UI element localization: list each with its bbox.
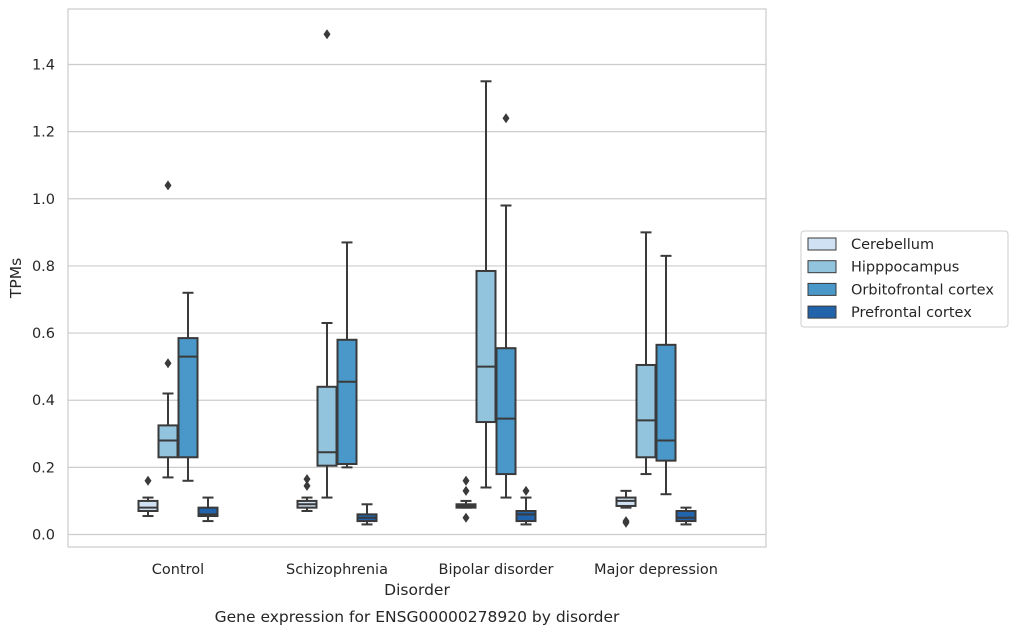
y-tick-label: 1.2 <box>32 125 55 141</box>
box-plot-element <box>336 241 358 469</box>
box-plot-element <box>615 489 637 528</box>
x-tick-label: Control <box>152 562 204 578</box>
outlier-point <box>522 485 530 496</box>
box-plot-element <box>495 113 517 499</box>
outlier-point <box>462 475 470 486</box>
box-plot-element <box>655 254 677 496</box>
iqr-box <box>675 510 697 523</box>
x-tick-label: Schizophrenia <box>286 562 388 578</box>
box-plot-element <box>475 80 497 489</box>
grid-lines <box>68 63 766 536</box>
legend-swatch <box>807 237 837 251</box>
iqr-box <box>655 343 677 462</box>
y-tick-label: 1.4 <box>32 58 55 74</box>
y-tick-label: 0.2 <box>32 460 55 476</box>
legend-item: Orbitofrontal cortex <box>807 282 994 298</box>
plot-frame <box>67 8 767 548</box>
box-plot-element <box>356 503 378 526</box>
legend-label: Orbitofrontal cortex <box>851 282 994 298</box>
box-plot-element <box>177 291 199 482</box>
x-tick-label: Major depression <box>594 562 718 578</box>
legend: Cerebellum Hipppocampus Orbitofrontal cort… <box>800 230 1009 328</box>
iqr-box <box>515 510 537 523</box>
legend-swatch <box>807 282 837 296</box>
box-plot-element <box>515 485 537 526</box>
box-plot-element <box>316 29 338 499</box>
y-axis-ticks: 0.0 0.2 0.4 0.6 0.8 1.0 1.2 1.4 <box>32 58 55 544</box>
x-tick-label: Bipolar disorder <box>439 562 554 578</box>
y-tick-label: 0.4 <box>32 393 55 409</box>
iqr-box <box>495 347 517 476</box>
box-plot-area <box>137 29 697 528</box>
box-plot-element <box>197 496 219 523</box>
box-plot-element <box>635 231 657 476</box>
iqr-box <box>316 385 338 467</box>
box-plot-element <box>675 506 697 526</box>
box-plot-element <box>157 180 179 479</box>
x-axis-ticks: Control Schizophrenia Bipolar disorder Majo… <box>152 562 718 578</box>
legend-item: Prefrontal cortex <box>807 305 972 321</box>
box-plot-element <box>455 475 477 523</box>
legend-swatch <box>807 260 837 274</box>
outlier-point <box>303 474 311 485</box>
outlier-point <box>303 480 311 491</box>
legend-item: Hipppocampus <box>807 260 959 276</box>
outlier-point <box>144 475 152 486</box>
legend-item: Cerebellum <box>807 237 934 253</box>
y-tick-label: 0.6 <box>32 326 55 342</box>
iqr-box <box>137 499 159 512</box>
iqr-box <box>197 506 219 518</box>
legend-label: Hipppocampus <box>851 260 959 276</box>
outlier-point <box>164 358 172 369</box>
box-plot-element <box>137 475 159 518</box>
y-axis-title: TPMs <box>7 258 25 299</box>
box-plot-element <box>296 474 318 512</box>
iqr-box <box>635 363 657 459</box>
outlier-point <box>462 485 470 496</box>
outlier-point <box>164 180 172 191</box>
iqr-box <box>475 269 497 424</box>
y-tick-label: 0.8 <box>32 259 55 275</box>
outlier-point <box>622 516 630 527</box>
legend-label: Cerebellum <box>851 237 934 253</box>
outlier-point <box>323 29 331 40</box>
y-tick-label: 1.0 <box>32 192 55 208</box>
outlier-point <box>462 512 470 523</box>
outlier-point <box>502 113 510 124</box>
iqr-box <box>336 338 358 465</box>
iqr-box <box>177 337 199 459</box>
figure-caption: Gene expression for ENSG00000278920 by d… <box>215 608 620 626</box>
legend-frame <box>800 230 1009 328</box>
legend-label: Prefrontal cortex <box>851 305 972 321</box>
legend-swatch <box>807 305 837 319</box>
x-axis-title: Disorder <box>384 581 450 599</box>
y-tick-label: 0.0 <box>32 528 55 544</box>
